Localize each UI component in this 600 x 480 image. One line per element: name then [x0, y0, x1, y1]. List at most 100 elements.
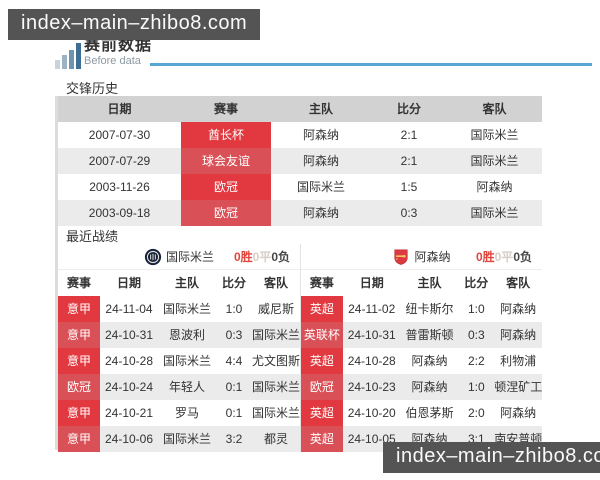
match-score: 0:1 — [225, 406, 243, 420]
table-row: 英联杯 24-10-31 普雷斯顿 0:3 阿森纳 — [301, 322, 542, 348]
away-team: 国际米兰 — [252, 380, 300, 394]
panel-header-row: 赛事 日期 主队 比分 客队 — [58, 270, 300, 296]
match-score: 1:0 — [225, 302, 243, 316]
col-date: 日期 — [107, 102, 132, 116]
col-score: 比分 — [221, 276, 246, 290]
page-subtitle: Before data — [84, 55, 141, 67]
team-panel-header: 阿森纳 0胜0平0负 — [301, 244, 542, 270]
competition-badge: 意甲 — [58, 322, 100, 348]
home-team: 普雷斯顿 — [405, 328, 454, 342]
col-home: 主队 — [174, 276, 199, 290]
table-row: 意甲 24-10-06 国际米兰 3:2 都灵 — [58, 426, 300, 452]
away-team: 国际米兰 — [470, 154, 519, 168]
team-record: 0胜0平0负 — [476, 244, 532, 270]
table-row: 意甲 24-10-21 罗马 0:1 国际米兰 — [58, 400, 300, 426]
match-score: 2:2 — [467, 354, 485, 368]
match-score: 0:3 — [225, 328, 243, 342]
home-team: 阿森纳 — [302, 154, 339, 168]
competition-badge: 英超 — [301, 296, 343, 322]
home-team: 纽卡斯尔 — [405, 302, 454, 316]
wins-count: 0胜 — [233, 250, 253, 264]
h2h-table: 日期 赛事 主队 比分 客队 2007-07-30 酋长杯 阿森纳 2:1 国际… — [58, 96, 542, 226]
match-date: 24-11-02 — [348, 302, 396, 316]
match-score: 1:5 — [400, 180, 418, 194]
match-date: 2007-07-30 — [88, 128, 151, 142]
site-watermark-top: index–main–zhibo8.com — [8, 9, 261, 40]
away-team: 国际米兰 — [470, 128, 519, 142]
site-watermark-bottom: index–main–zhibo8.com — [383, 442, 600, 473]
match-date: 24-10-23 — [347, 380, 396, 394]
match-date: 24-10-21 — [104, 406, 154, 420]
table-row: 英超 24-11-02 纽卡斯尔 1:0 阿森纳 — [301, 296, 542, 322]
col-comp: 赛事 — [309, 276, 334, 290]
home-team: 国际米兰 — [162, 354, 211, 368]
page-title: 赛前数据 — [84, 37, 153, 54]
brand-block: 赛前数据 Before data — [84, 38, 152, 67]
away-team: 尤文图斯 — [252, 354, 300, 368]
match-score: 4:4 — [225, 354, 243, 368]
draws-count: 0平 — [494, 250, 514, 264]
table-row: 意甲 24-10-28 国际米兰 4:4 尤文图斯 — [58, 348, 300, 374]
competition-badge: 英超 — [301, 400, 343, 426]
match-score: 0:3 — [467, 328, 485, 342]
home-team: 国际米兰 — [296, 180, 345, 194]
table-row: 意甲 24-10-31 恩波利 0:3 国际米兰 — [58, 322, 300, 348]
match-date: 24-10-31 — [347, 328, 396, 342]
home-team: 阿森纳 — [411, 380, 448, 394]
match-date: 2003-11-26 — [89, 180, 150, 194]
competition-badge: 酋长杯 — [181, 122, 271, 148]
arsenal-logo-icon — [394, 249, 409, 265]
draws-count: 0平 — [252, 250, 272, 264]
match-date: 24-10-28 — [347, 354, 396, 368]
away-team: 都灵 — [263, 432, 288, 446]
competition-badge: 欧冠 — [58, 374, 100, 400]
table-row: 2003-09-18 欧冠 阿森纳 0:3 国际米兰 — [58, 200, 542, 226]
wins-count: 0胜 — [475, 250, 495, 264]
competition-badge: 意甲 — [58, 426, 100, 452]
home-team: 年轻人 — [168, 380, 205, 394]
h2h-header-row: 日期 赛事 主队 比分 客队 — [58, 96, 542, 122]
match-score: 1:0 — [467, 302, 485, 316]
away-team: 利物浦 — [500, 354, 537, 368]
competition-badge: 英超 — [301, 426, 343, 452]
team-name: 阿森纳 — [414, 250, 451, 264]
team-panel-inter: 国际米兰 0胜0平0负 赛事 日期 主队 比分 客队 意甲 24-11-04 国… — [58, 244, 300, 452]
home-team: 国际米兰 — [162, 432, 211, 446]
match-score: 0:1 — [225, 380, 243, 394]
team-panel-arsenal: 阿森纳 0胜0平0负 赛事 日期 主队 比分 客队 英超 24-11-02 纽卡… — [300, 244, 542, 452]
col-away: 客队 — [263, 276, 288, 290]
away-team: 威尼斯 — [257, 302, 294, 316]
table-row: 2003-11-26 欧冠 国际米兰 1:5 阿森纳 — [58, 174, 542, 200]
col-away: 客队 — [482, 102, 507, 116]
table-row: 意甲 24-11-04 国际米兰 1:0 威尼斯 — [58, 296, 300, 322]
table-row: 欧冠 24-10-23 阿森纳 1:0 顿涅矿工 — [301, 374, 542, 400]
table-row: 2007-07-30 酋长杯 阿森纳 2:1 国际米兰 — [58, 122, 542, 148]
bar-chart-icon — [55, 43, 81, 69]
table-row: 英超 24-10-20 伯恩茅斯 2:0 阿森纳 — [301, 400, 542, 426]
col-home: 主队 — [308, 102, 333, 116]
table-row: 英超 24-10-28 阿森纳 2:2 利物浦 — [301, 348, 542, 374]
team-record: 0胜0平0负 — [234, 244, 290, 270]
match-date: 24-11-04 — [105, 302, 153, 316]
match-score: 2:1 — [400, 154, 418, 168]
col-score: 比分 — [396, 102, 421, 116]
competition-badge: 英超 — [301, 348, 343, 374]
losses-count: 0负 — [271, 250, 290, 264]
col-score: 比分 — [464, 276, 489, 290]
away-team: 阿森纳 — [500, 328, 537, 342]
home-team: 阿森纳 — [302, 206, 339, 220]
competition-badge: 意甲 — [58, 296, 100, 322]
col-date: 日期 — [116, 276, 141, 290]
match-date: 24-10-24 — [104, 380, 154, 394]
home-team: 阿森纳 — [302, 128, 339, 142]
home-team: 国际米兰 — [162, 302, 211, 316]
match-date: 24-10-20 — [347, 406, 396, 420]
match-date: 2007-07-29 — [88, 154, 151, 168]
competition-badge: 欧冠 — [181, 174, 271, 200]
away-team: 阿森纳 — [476, 180, 513, 194]
panel-header-row: 赛事 日期 主队 比分 客队 — [301, 270, 542, 296]
competition-badge: 英联杯 — [301, 322, 343, 348]
losses-count: 0负 — [513, 250, 532, 264]
col-date: 日期 — [359, 276, 384, 290]
away-team: 国际米兰 — [470, 206, 519, 220]
